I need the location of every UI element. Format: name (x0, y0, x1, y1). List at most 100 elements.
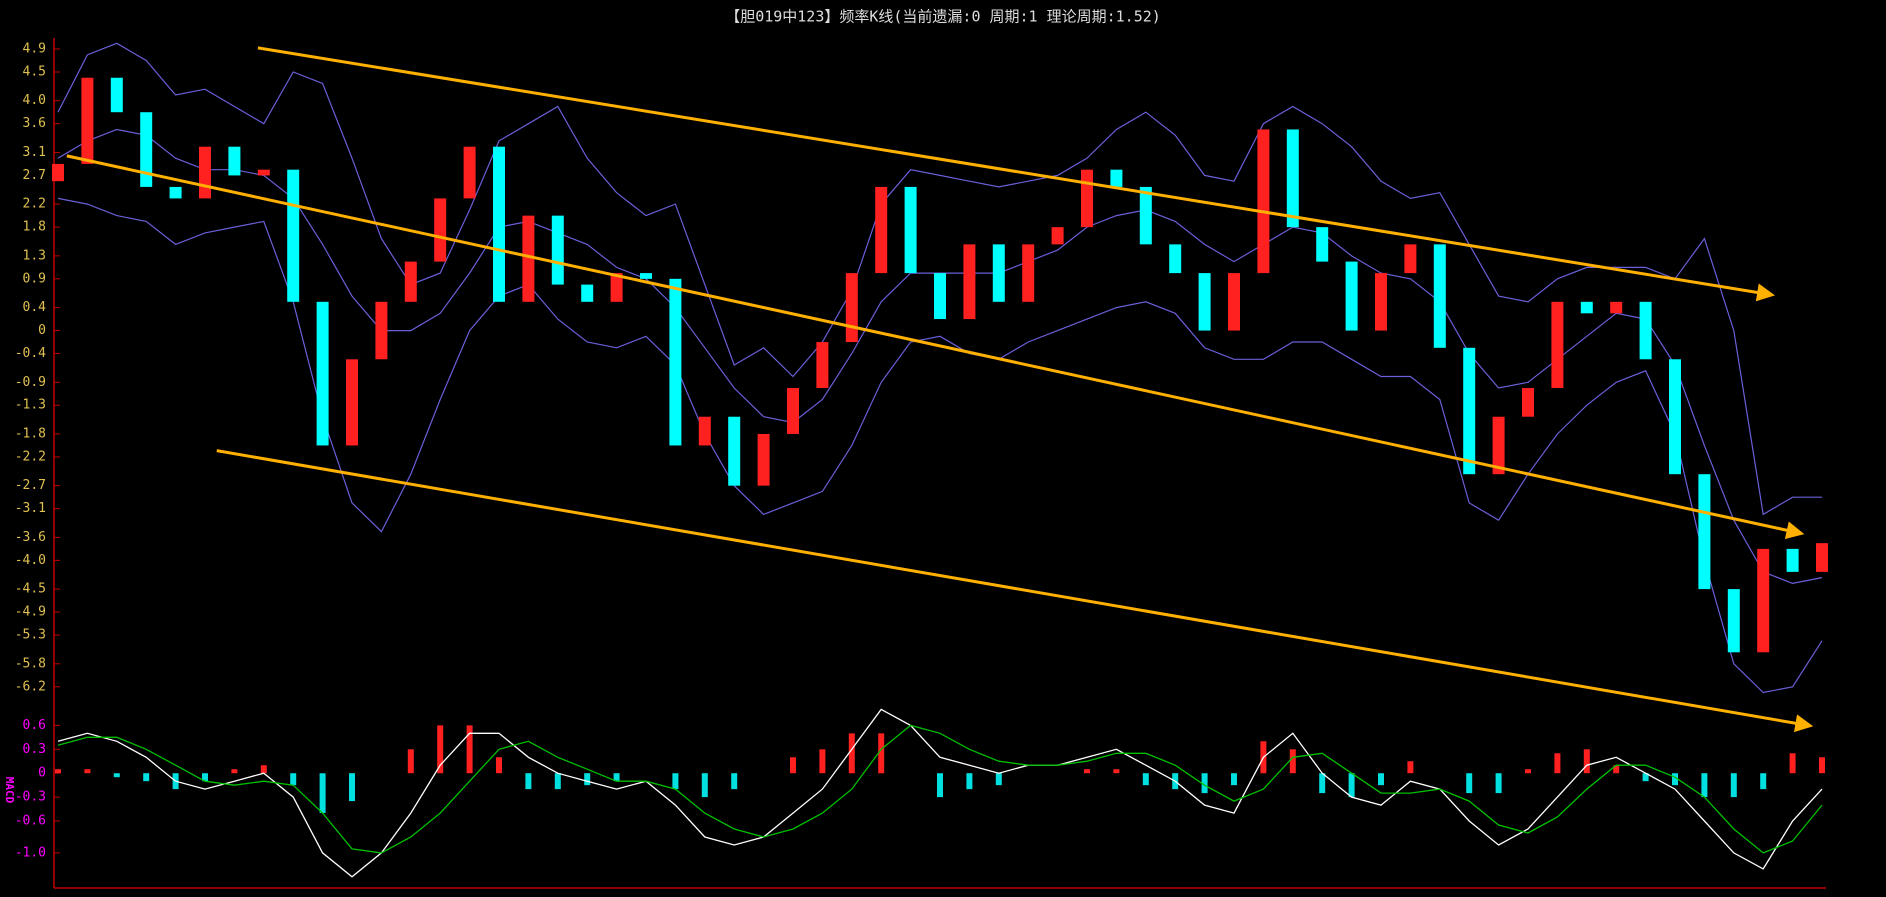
y-tick-label: -0.9 (15, 375, 46, 390)
candle-body (1463, 347, 1476, 475)
macd-line (57, 708, 1823, 878)
candle-body (522, 215, 535, 302)
candle-body (346, 359, 358, 446)
candle-body (316, 301, 329, 446)
candle-body (610, 273, 623, 302)
candle-body (963, 244, 976, 320)
band-line (57, 42, 1822, 516)
candle-body (1610, 301, 1623, 314)
y-tick-label: -4.5 (15, 582, 46, 597)
candle-body (1580, 301, 1593, 314)
y-tick-label: -0.3 (15, 790, 46, 805)
candle-body (1228, 273, 1240, 331)
candle-body (904, 186, 917, 274)
candle-body (1081, 169, 1093, 228)
candle-body (875, 186, 888, 274)
candle-body (1433, 244, 1446, 348)
y-tick-label: -2.2 (15, 449, 46, 464)
candle-body (1669, 359, 1681, 475)
y-tick-label: -4.9 (15, 605, 46, 620)
y-tick-label: 0.9 (23, 271, 46, 286)
candle-body (934, 273, 946, 320)
candle-body (434, 198, 447, 262)
candle-body (816, 342, 829, 389)
candle-body (1316, 227, 1329, 262)
y-tick-label: -4.0 (15, 553, 46, 568)
y-tick-label: 2.2 (23, 197, 46, 212)
candle-body (1698, 474, 1711, 590)
chart-title: 【胆019中123】频率K线(当前遗漏:0 周期:1 理论周期:1.52) (725, 8, 1161, 26)
macd-line (57, 724, 1823, 854)
y-tick-label: 0.6 (23, 718, 46, 733)
candle-body (1286, 129, 1299, 228)
candle-body (404, 261, 417, 302)
candle-body (698, 416, 711, 446)
candle-body (992, 244, 1005, 302)
candle-body (1404, 244, 1417, 274)
y-tick-label: 3.1 (23, 145, 46, 160)
candle-body (199, 146, 211, 199)
y-tick-label: -0.4 (15, 346, 46, 361)
candle-body (1022, 244, 1035, 302)
trend-arrow (216, 449, 1814, 733)
candle-body (1639, 301, 1652, 360)
y-tick-label: 1.8 (23, 220, 46, 235)
candle-body (1816, 543, 1828, 572)
y-tick-label: 4.0 (23, 93, 46, 108)
y-tick-label: 0.3 (23, 742, 46, 757)
candle-body (110, 77, 123, 113)
y-tick-label: -1.0 (15, 845, 46, 860)
candle-body (375, 301, 388, 360)
candle-body (669, 278, 682, 446)
candle-body (1522, 388, 1534, 417)
y-tick-label: 3.6 (23, 116, 46, 131)
candle-body (1492, 416, 1505, 475)
candle-body (728, 416, 741, 486)
candle-body (1051, 227, 1064, 245)
y-tick-label: -1.8 (15, 426, 46, 441)
candle-body (1139, 186, 1152, 245)
macd-label: MACD (3, 777, 16, 804)
y-tick-label: -5.8 (15, 656, 46, 671)
y-tick-label: -6.2 (15, 679, 46, 694)
candle-body (1257, 129, 1270, 274)
candle-body (140, 112, 153, 187)
y-tick-label: -0.6 (15, 814, 46, 829)
y-tick-label: -1.3 (15, 398, 46, 413)
y-tick-label: 1.3 (23, 248, 46, 263)
y-tick-label: 0.4 (23, 300, 47, 315)
candle-body (1727, 589, 1740, 653)
candle-body (81, 77, 94, 164)
candle-body (463, 146, 476, 199)
candle-body (1110, 169, 1123, 187)
candle-body (287, 169, 300, 302)
candle-body (845, 273, 858, 343)
candle-body (1345, 261, 1358, 331)
candle-body (581, 284, 594, 302)
trend-arrow (257, 46, 1776, 302)
y-tick-label: 0 (38, 323, 46, 338)
candle-body (551, 215, 564, 285)
candle-body (1198, 273, 1211, 331)
candle-body (640, 273, 652, 279)
trend-arrow (66, 154, 1805, 540)
y-tick-label: -3.1 (15, 501, 46, 516)
y-tick-label: 4.9 (23, 42, 46, 57)
candle-body (52, 163, 64, 182)
candle-body (169, 186, 182, 199)
candle-body (1786, 548, 1799, 572)
candle-body (1551, 301, 1564, 389)
y-tick-label: 0 (38, 766, 46, 781)
candle-body (493, 146, 505, 302)
candle-body (787, 388, 799, 434)
candle-body (757, 433, 770, 486)
candle-body (257, 169, 270, 176)
candle-body (228, 146, 241, 176)
candle-body (1757, 548, 1770, 653)
y-tick-label: 4.5 (23, 65, 46, 80)
y-tick-label: 2.7 (23, 168, 46, 183)
y-tick-label: -2.7 (15, 478, 46, 493)
y-tick-label: -5.3 (15, 628, 46, 643)
y-tick-label: -3.6 (15, 530, 46, 545)
